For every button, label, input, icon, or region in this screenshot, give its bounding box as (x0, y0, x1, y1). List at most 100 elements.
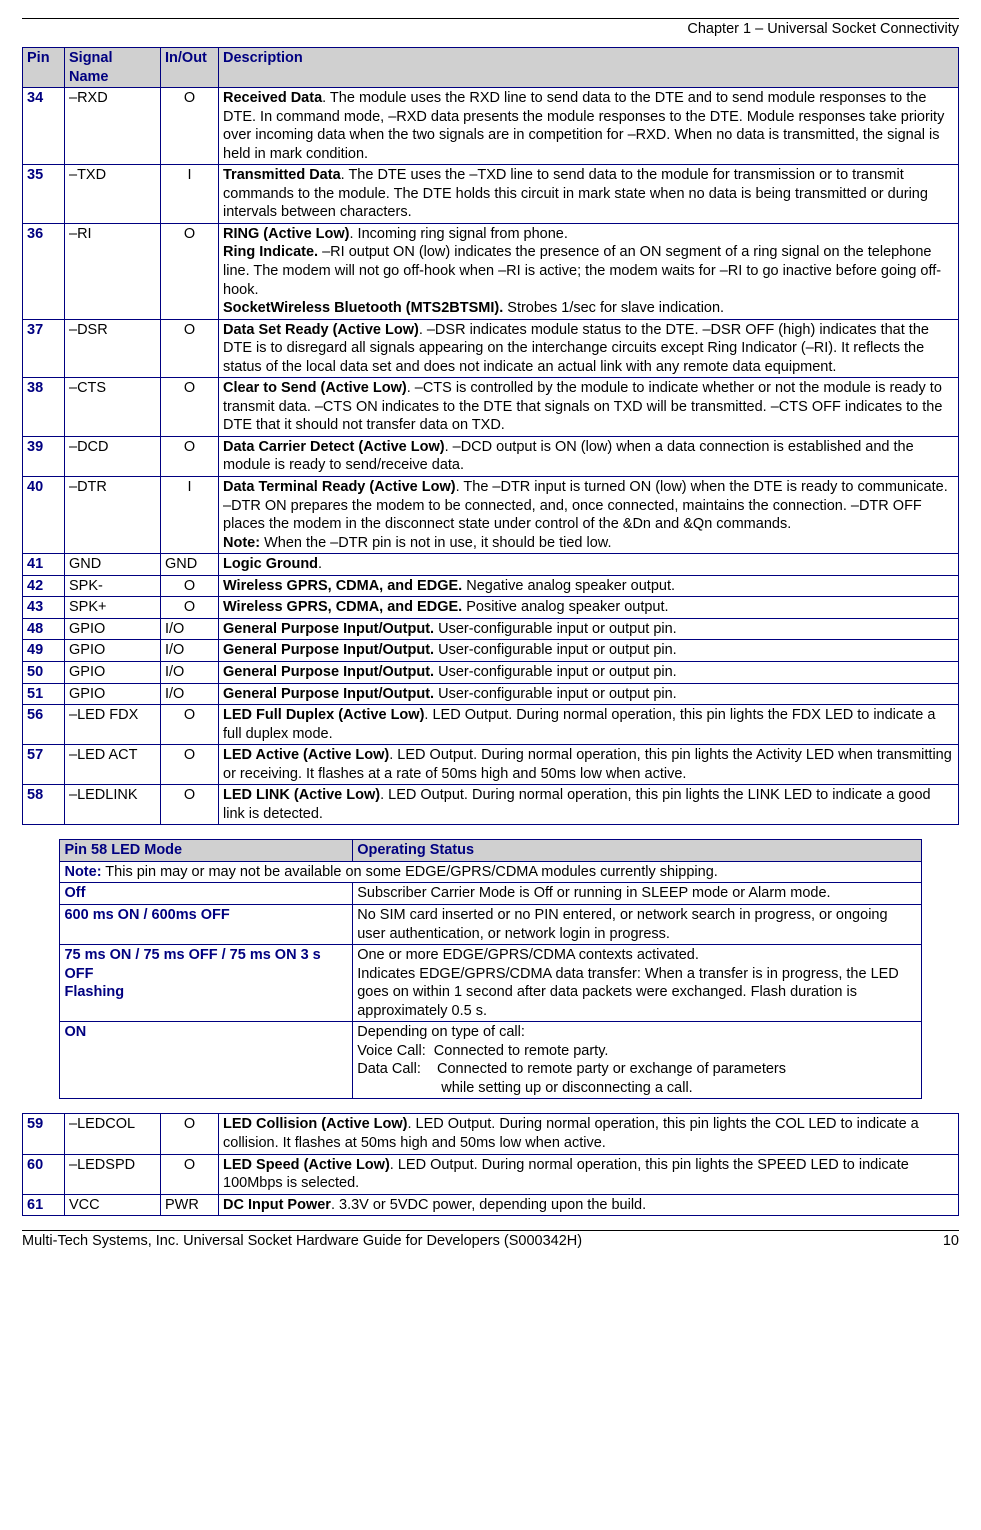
signal-cell: –RI (65, 223, 161, 319)
pin-cell: 41 (23, 554, 65, 576)
signal-cell: SPK+ (65, 597, 161, 619)
pin-cell: 56 (23, 705, 65, 745)
signal-cell: –LEDLINK (65, 785, 161, 825)
desc-cell: Clear to Send (Active Low). –CTS is cont… (219, 378, 959, 437)
io-cell: O (161, 1114, 219, 1154)
desc-cell: LED Full Duplex (Active Low). LED Output… (219, 705, 959, 745)
led-row: 600 ms ON / 600ms OFFNo SIM card inserte… (60, 904, 921, 944)
led-note-text: This pin may or may not be available on … (102, 864, 718, 880)
desc-cell: LED LINK (Active Low). LED Output. Durin… (219, 785, 959, 825)
table-row: 59–LEDCOLOLED Collision (Active Low). LE… (23, 1114, 959, 1154)
pin-cell: 61 (23, 1194, 65, 1216)
led-mode-cell: 600 ms ON / 600ms OFF (60, 904, 353, 944)
pin-cell: 59 (23, 1114, 65, 1154)
desc-cell: LED Speed (Active Low). LED Output. Duri… (219, 1154, 959, 1194)
desc-cell: RING (Active Low). Incoming ring signal … (219, 223, 959, 319)
table-row: 36–RIORING (Active Low). Incoming ring s… (23, 223, 959, 319)
signal-cell: –LED FDX (65, 705, 161, 745)
pin-cell: 39 (23, 436, 65, 476)
table-row: 57–LED ACTOLED Active (Active Low). LED … (23, 745, 959, 785)
led-mode-cell: ON (60, 1022, 353, 1099)
pin-cell: 57 (23, 745, 65, 785)
io-cell: GND (161, 554, 219, 576)
signal-cell: –LED ACT (65, 745, 161, 785)
io-cell: I (161, 477, 219, 554)
led-mode-table: Pin 58 LED Mode Operating Status Note: T… (59, 839, 921, 1099)
io-cell: I/O (161, 661, 219, 683)
desc-cell: Data Terminal Ready (Active Low). The –D… (219, 477, 959, 554)
io-cell: PWR (161, 1194, 219, 1216)
pin-cell: 60 (23, 1154, 65, 1194)
signal-cell: GPIO (65, 640, 161, 662)
table-row: 38–CTSOClear to Send (Active Low). –CTS … (23, 378, 959, 437)
table-row: 58–LEDLINKOLED LINK (Active Low). LED Ou… (23, 785, 959, 825)
table-header-row: Pin Signal Name In/Out Description (23, 48, 959, 88)
th-led-status: Operating Status (353, 840, 921, 862)
pin-cell: 34 (23, 88, 65, 165)
th-pin: Pin (23, 48, 65, 88)
th-desc: Description (219, 48, 959, 88)
chapter-title: Chapter 1 – Universal Socket Connectivit… (22, 21, 959, 37)
io-cell: I (161, 165, 219, 224)
io-cell: O (161, 436, 219, 476)
io-cell: O (161, 88, 219, 165)
signal-cell: VCC (65, 1194, 161, 1216)
table-row: 48GPIOI/OGeneral Purpose Input/Output. U… (23, 618, 959, 640)
table-row: 35–TXDITransmitted Data. The DTE uses th… (23, 165, 959, 224)
desc-cell: General Purpose Input/Output. User-confi… (219, 683, 959, 705)
io-cell: O (161, 1154, 219, 1194)
led-header-row: Pin 58 LED Mode Operating Status (60, 840, 921, 862)
th-led-mode: Pin 58 LED Mode (60, 840, 353, 862)
pin-cell: 38 (23, 378, 65, 437)
io-cell: I/O (161, 618, 219, 640)
th-io: In/Out (161, 48, 219, 88)
footer-page-number: 10 (943, 1233, 959, 1249)
table-row: 61VCCPWRDC Input Power. 3.3V or 5VDC pow… (23, 1194, 959, 1216)
io-cell: O (161, 597, 219, 619)
led-status-cell: One or more EDGE/GPRS/CDMA contexts acti… (353, 945, 921, 1022)
desc-cell: LED Active (Active Low). LED Output. Dur… (219, 745, 959, 785)
io-cell: O (161, 378, 219, 437)
signal-cell: GPIO (65, 683, 161, 705)
table-row: 41GNDGNDLogic Ground. (23, 554, 959, 576)
table-row: 60–LEDSPDOLED Speed (Active Low). LED Ou… (23, 1154, 959, 1194)
table-row: 34–RXDOReceived Data. The module uses th… (23, 88, 959, 165)
io-cell: O (161, 319, 219, 378)
signal-cell: –DSR (65, 319, 161, 378)
footer-left: Multi-Tech Systems, Inc. Universal Socke… (22, 1233, 582, 1249)
io-cell: O (161, 785, 219, 825)
led-mode-cell: Off (60, 883, 353, 905)
desc-cell: General Purpose Input/Output. User-confi… (219, 618, 959, 640)
io-cell: O (161, 223, 219, 319)
pin-cell: 51 (23, 683, 65, 705)
led-status-cell: Subscriber Carrier Mode is Off or runnin… (353, 883, 921, 905)
io-cell: I/O (161, 640, 219, 662)
signal-cell: –RXD (65, 88, 161, 165)
desc-cell: DC Input Power. 3.3V or 5VDC power, depe… (219, 1194, 959, 1216)
signal-cell: GND (65, 554, 161, 576)
header-rule (22, 18, 959, 19)
io-cell: O (161, 745, 219, 785)
desc-cell: Logic Ground. (219, 554, 959, 576)
footer: Multi-Tech Systems, Inc. Universal Socke… (22, 1230, 959, 1249)
led-row: 75 ms ON / 75 ms OFF / 75 ms ON 3 s OFFF… (60, 945, 921, 1022)
table-row: 49GPIOI/OGeneral Purpose Input/Output. U… (23, 640, 959, 662)
th-signal: Signal Name (65, 48, 161, 88)
pin-cell: 49 (23, 640, 65, 662)
signal-cell: GPIO (65, 618, 161, 640)
desc-cell: Received Data. The module uses the RXD l… (219, 88, 959, 165)
led-mode-cell: 75 ms ON / 75 ms OFF / 75 ms ON 3 s OFFF… (60, 945, 353, 1022)
table-row: 42SPK-OWireless GPRS, CDMA, and EDGE. Ne… (23, 575, 959, 597)
signal-cell: –TXD (65, 165, 161, 224)
table-row: 37–DSROData Set Ready (Active Low). –DSR… (23, 319, 959, 378)
signal-cell: –CTS (65, 378, 161, 437)
pin-cell: 35 (23, 165, 65, 224)
desc-cell: LED Collision (Active Low). LED Output. … (219, 1114, 959, 1154)
led-row: ONDepending on type of call:Voice Call: … (60, 1022, 921, 1099)
pin-cell: 37 (23, 319, 65, 378)
led-note-label: Note: (64, 864, 101, 880)
pin-cell: 58 (23, 785, 65, 825)
desc-cell: Data Set Ready (Active Low). –DSR indica… (219, 319, 959, 378)
io-cell: I/O (161, 683, 219, 705)
pin-cell: 36 (23, 223, 65, 319)
